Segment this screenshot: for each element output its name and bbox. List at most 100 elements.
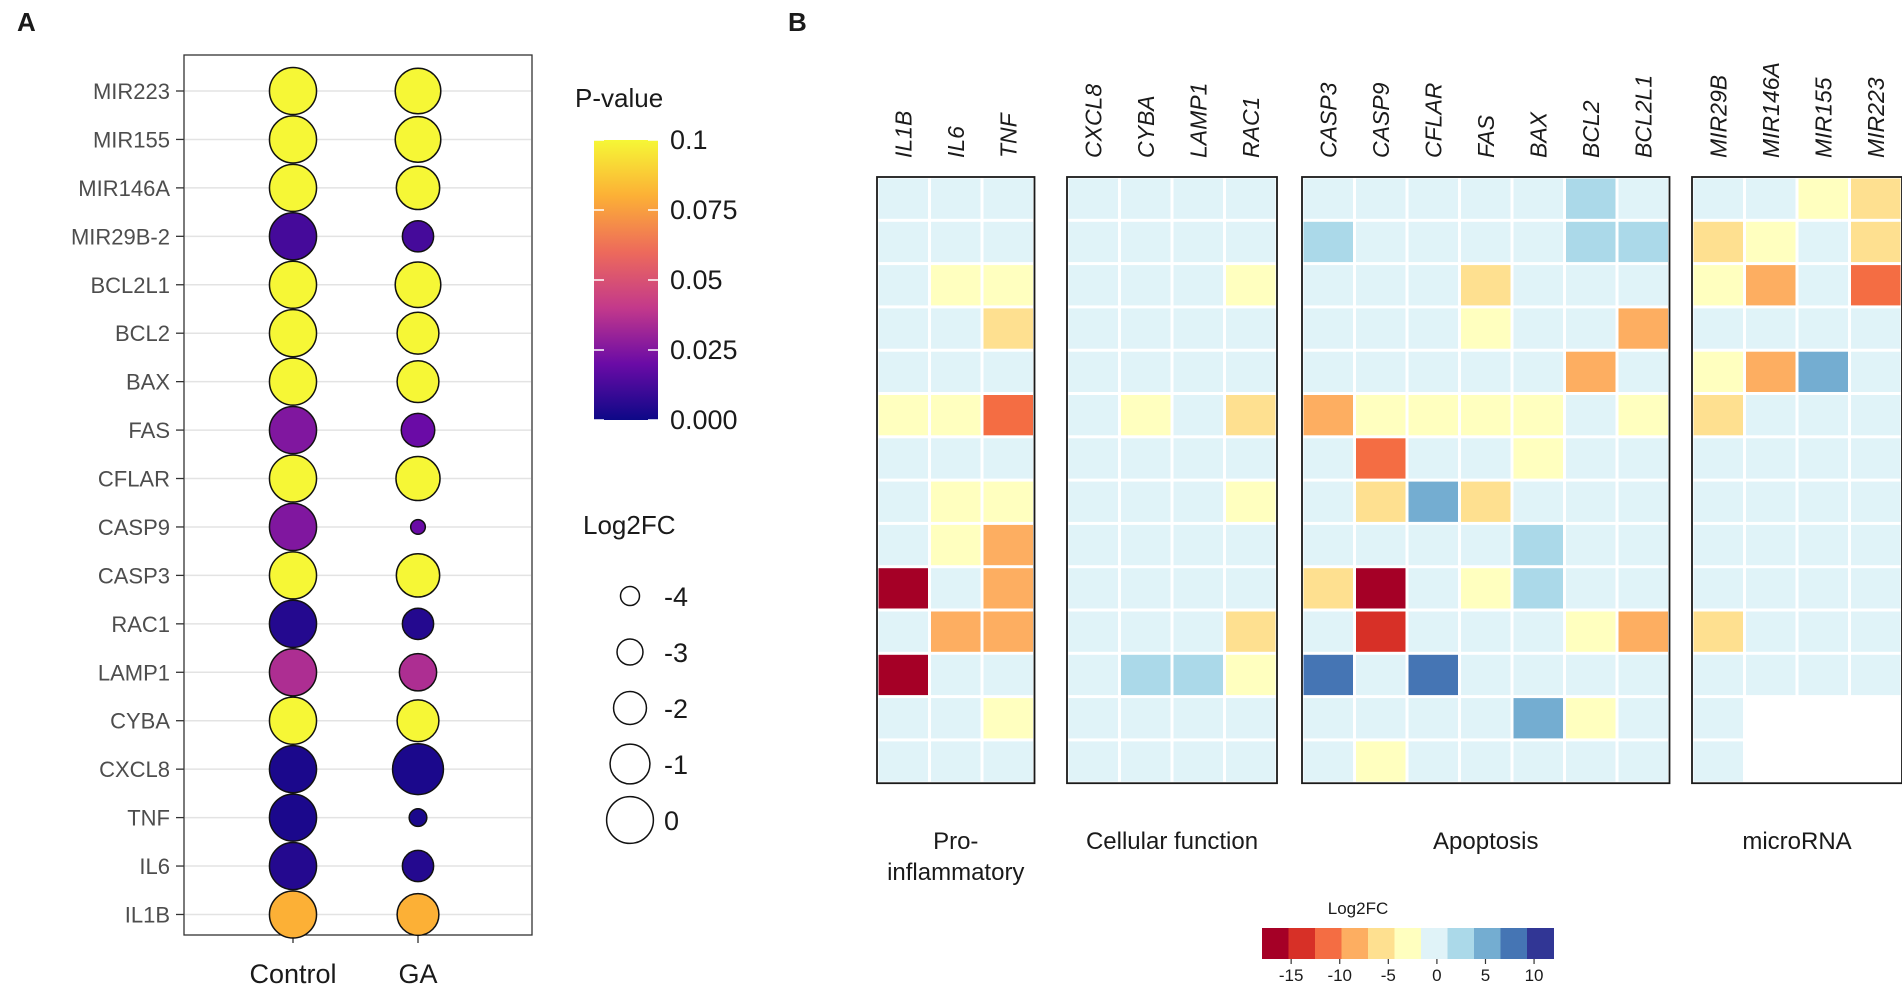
- heatmap-cell: [983, 265, 1033, 306]
- heatmap-cell: [1851, 524, 1901, 566]
- heatmap-cell: [1798, 524, 1848, 566]
- heatmap-cell: [1746, 178, 1796, 219]
- heatmap-gene-label: CFLAR: [1420, 83, 1446, 158]
- heatmap-cell: [1408, 654, 1458, 696]
- heatmap-cell: [1121, 524, 1171, 566]
- heatmap-gene-label: CASP3: [1315, 82, 1341, 158]
- heatmap-cell: [1461, 654, 1511, 696]
- heatmap-cell: [1303, 654, 1353, 696]
- heatmap-cell: [1566, 568, 1616, 609]
- heatmap-gene-label: FAS: [1473, 114, 1499, 158]
- heatmap-cell: [931, 698, 981, 739]
- heatmap-cell: [1173, 308, 1223, 349]
- heatmap-cell: [1618, 221, 1668, 263]
- colorbar-swatch: [1527, 928, 1554, 959]
- heatmap-cell: [1068, 698, 1118, 739]
- bubble-point: [268, 647, 318, 697]
- heatmap-cell: [1798, 178, 1848, 219]
- heatmap-gene-label: LAMP1: [1185, 83, 1211, 158]
- heatmap-cell: [1513, 308, 1563, 349]
- heatmap-cell: [1356, 741, 1406, 782]
- heatmap-cell: [878, 395, 928, 436]
- heatmap-cell: [983, 568, 1033, 609]
- heatmap-cell: [1303, 178, 1353, 219]
- heatmap-cell: [1121, 741, 1171, 782]
- heatmap-cell: [1461, 308, 1511, 349]
- heatmap-cell: [1173, 351, 1223, 392]
- heatmap-cell: [931, 654, 981, 696]
- size-legend-circle: [605, 795, 655, 845]
- bubble-point: [268, 260, 318, 310]
- heatmap-cell: [1618, 611, 1668, 652]
- heatmap-group-frame: [1066, 176, 1278, 785]
- heatmap-cell: [1408, 568, 1458, 609]
- heatmap-cell: [1303, 351, 1353, 392]
- heatmap-cell: [1851, 308, 1901, 349]
- bubble-point: [268, 696, 318, 746]
- heatmap-cell: [1068, 308, 1118, 349]
- heatmap-cell: [1121, 265, 1171, 306]
- bubble-point: [395, 165, 441, 211]
- heatmap-cell: [1693, 178, 1743, 219]
- heatmap-cell: [1303, 741, 1353, 782]
- bubble-point: [268, 502, 318, 552]
- heatmap-cell: [983, 221, 1033, 263]
- heatmap-cell: [1226, 524, 1276, 566]
- heatmap-cell: [1356, 568, 1406, 609]
- log2fc-size-legend: Log2FC -4 -3 -2 -1 0: [583, 510, 688, 845]
- heatmap-cell: [1226, 438, 1276, 479]
- heatmap-cell: [1173, 395, 1223, 436]
- heatmap-cell: [983, 654, 1033, 696]
- heatmap-cell: [1408, 395, 1458, 436]
- heatmap-cell: [1851, 611, 1901, 652]
- heatmap-cell: [1746, 568, 1796, 609]
- heatmap-cell: [1513, 351, 1563, 392]
- heatmap-cell: [1408, 698, 1458, 739]
- heatmap-cell: [1746, 524, 1796, 566]
- heatmap-cell: [1303, 611, 1353, 652]
- heatmap-cell: [1303, 524, 1353, 566]
- heatmap-cell: [1303, 395, 1353, 436]
- heatmap-cell: [1226, 178, 1276, 219]
- heatmap-cell: [1851, 351, 1901, 392]
- heatmap-gene-label: MIR155: [1810, 77, 1836, 158]
- y-tick-label: MIR29B-2: [71, 224, 170, 249]
- heatmap-cell: [1068, 395, 1118, 436]
- colorbar-swatch: [1288, 928, 1316, 959]
- panel-label-a: A: [17, 7, 36, 37]
- heatmap-cell: [1851, 654, 1901, 696]
- heatmap-cell: [1798, 611, 1848, 652]
- heatmap-cell: [1356, 265, 1406, 306]
- heatmap-cell: [1618, 438, 1668, 479]
- heatmap-gene-label: IL6: [943, 126, 969, 158]
- y-tick-label: MIR223: [93, 79, 170, 104]
- heatmap-cell: [1303, 221, 1353, 263]
- heatmap-cell: [1693, 221, 1743, 263]
- heatmap-cell: [1408, 741, 1458, 782]
- heatmap-cell: [1461, 611, 1511, 652]
- heatmap-cell: [1121, 438, 1171, 479]
- y-tick-label: RAC1: [111, 612, 170, 637]
- heatmap-cell: [1226, 741, 1276, 782]
- colorbar-swatch: [1421, 928, 1448, 959]
- heatmap-cell: [1513, 221, 1563, 263]
- heatmap-group-label: microRNA: [1742, 828, 1851, 855]
- heatmap-group-label: inflammatory: [887, 859, 1024, 886]
- heatmap-group-label: Apoptosis: [1433, 828, 1538, 855]
- bubble-point: [268, 308, 318, 358]
- heatmap-cell: [1068, 524, 1118, 566]
- heatmap-gene-label: MIR29B: [1705, 75, 1731, 158]
- heatmap-cell: [1068, 221, 1118, 263]
- heatmap-cell: [1173, 221, 1223, 263]
- heatmap-cell: [1408, 351, 1458, 392]
- x-tick-label: GA: [398, 959, 437, 989]
- heatmap-cell: [1173, 698, 1223, 739]
- heatmap-cell: [1173, 481, 1223, 522]
- size-legend-circle: [609, 743, 651, 785]
- heatmap-cell: [1173, 265, 1223, 306]
- heatmap-cell: [1303, 265, 1353, 306]
- heatmap-cell: [931, 395, 981, 436]
- heatmap-cell: [1693, 265, 1743, 306]
- heatmap-gene-label: TNF: [995, 111, 1021, 158]
- heatmap-cell: [1121, 481, 1171, 522]
